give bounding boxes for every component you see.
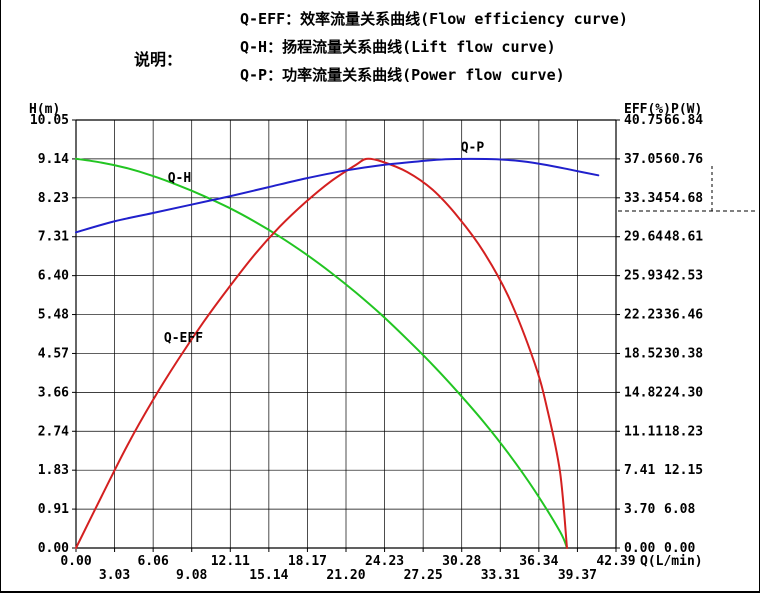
h-axis-tick-label: 7.31	[38, 230, 69, 245]
x-axis-tick-label: 30.28	[442, 554, 481, 569]
x-axis-title: Q(L/min)	[640, 554, 703, 569]
p-axis-tick-label: 0.00	[664, 541, 695, 556]
x-axis-tick-label: 18.17	[288, 554, 327, 569]
curve-label-q-p: Q-P	[461, 141, 485, 156]
p-axis-tick-label: 18.23	[664, 424, 703, 439]
p-axis-tick-label: 24.30	[664, 385, 703, 400]
eff-axis-tick-label: 22.23	[624, 308, 663, 323]
h-axis-tick-label: 6.40	[38, 269, 69, 284]
p-axis-title: P(W)	[671, 102, 702, 117]
curve-label-q-h: Q-H	[168, 171, 191, 186]
x-axis-tick-label: 0.00	[60, 554, 91, 569]
h-axis-tick-label: 5.48	[38, 308, 69, 323]
curve-q-p	[75, 157, 600, 234]
p-axis-tick-label: 6.08	[664, 502, 695, 517]
h-axis-tick-label: 0.00	[38, 541, 69, 556]
h-axis-title: H(m)	[29, 102, 60, 117]
eff-axis-tick-label: 40.75	[624, 113, 663, 128]
x-axis-tick-label-staggered: 39.37	[558, 568, 597, 583]
p-axis-tick-label: 36.46	[664, 308, 703, 323]
x-axis-tick-label-staggered: 21.20	[326, 568, 365, 583]
x-axis-tick-label: 6.06	[137, 554, 168, 569]
eff-axis-tick-label: 11.11	[624, 424, 663, 439]
p-axis-tick-label: 30.38	[664, 346, 703, 361]
eff-axis-tick-label: 14.82	[624, 385, 663, 400]
eff-axis-tick-label: 37.05	[624, 152, 663, 167]
h-axis-tick-label: 9.14	[38, 152, 69, 167]
p-axis-tick-label: 54.68	[664, 191, 703, 206]
h-axis-tick-label: 10.05	[30, 113, 69, 128]
x-axis-tick-label-staggered: 3.03	[99, 568, 130, 583]
x-axis-tick-label-staggered: 9.08	[176, 568, 207, 583]
x-axis-tick-label: 42.39	[596, 554, 635, 569]
eff-axis-tick-label: 29.64	[624, 230, 663, 245]
x-axis-tick-label: 36.34	[519, 554, 558, 569]
p-axis-tick-label: 60.76	[664, 152, 703, 167]
eff-axis-tick-label: 7.41	[624, 463, 655, 478]
legend-line-qh: Q-H：扬程流量关系曲线(Lift flow curve)	[240, 38, 556, 56]
p-axis-tick-label: 12.15	[664, 463, 703, 478]
p-axis-tick-label: 66.84	[664, 113, 703, 128]
legend-label: 说明：	[134, 50, 183, 69]
curve-q-eff	[75, 157, 568, 549]
curve-q-h	[75, 157, 568, 549]
x-axis-tick-label: 12.11	[211, 554, 250, 569]
eff-axis-tick-label: 33.34	[624, 191, 663, 206]
legend-line-qeff: Q-EFF：效率流量关系曲线(Flow efficiency curve)	[240, 10, 628, 28]
h-axis-tick-label: 1.83	[38, 463, 69, 478]
eff-axis-tick-label: 25.93	[624, 269, 663, 284]
h-axis-tick-label: 2.74	[38, 424, 69, 439]
legend-line-qp: Q-P：功率流量关系曲线(Power flow curve)	[240, 66, 565, 84]
eff-axis-tick-label: 0.00	[624, 541, 655, 556]
h-axis-tick-label: 3.66	[38, 385, 69, 400]
h-axis-tick-label: 8.23	[38, 191, 69, 206]
eff-axis-tick-label: 3.70	[624, 502, 655, 517]
x-axis-tick-label: 24.23	[365, 554, 404, 569]
curve-label-q-eff: Q-EFF	[164, 331, 203, 346]
x-axis-tick-label-staggered: 27.25	[404, 568, 443, 583]
x-axis-tick-label-staggered: 15.14	[249, 568, 288, 583]
p-axis-tick-label: 42.53	[664, 269, 703, 284]
eff-axis-tick-label: 18.52	[624, 346, 663, 361]
eff-axis-title: EFF(%)	[624, 102, 671, 117]
x-axis-tick-label-staggered: 33.31	[481, 568, 520, 583]
p-axis-tick-label: 48.61	[664, 230, 703, 245]
h-axis-tick-label: 4.57	[38, 346, 69, 361]
h-axis-tick-label: 0.91	[38, 502, 69, 517]
